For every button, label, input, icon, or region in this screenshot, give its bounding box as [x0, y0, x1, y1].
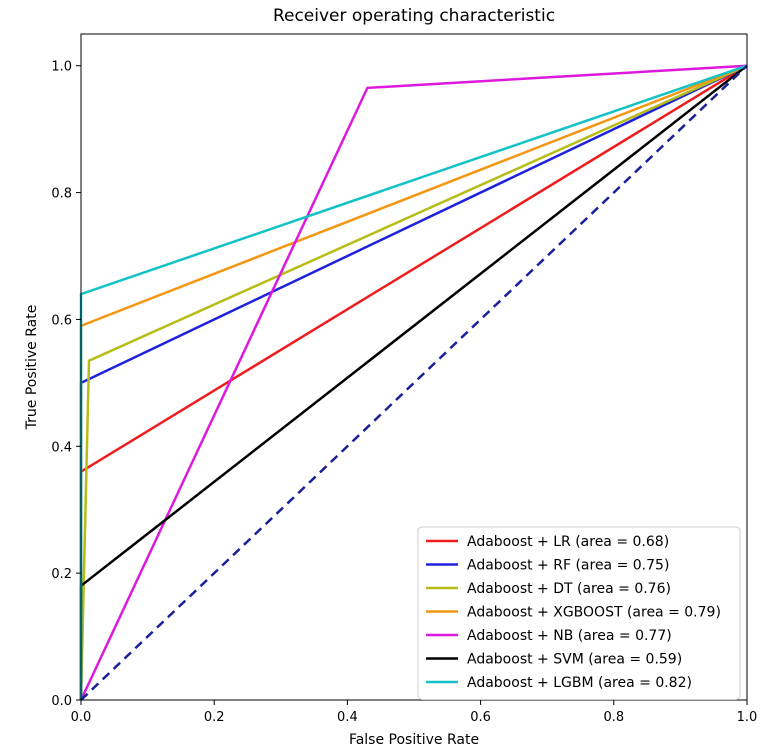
y-tick-label: 0.0	[51, 694, 72, 709]
y-tick-label: 0.8	[51, 187, 72, 202]
x-axis-ticks: 0.0 0.2 0.4 0.6 0.8 1.0	[71, 700, 758, 725]
y-tick-label: 0.4	[51, 440, 72, 455]
x-tick-label: 1.0	[737, 710, 758, 725]
legend: Adaboost + LR (area = 0.68) Adaboost + RF…	[417, 526, 741, 700]
y-axis-ticks: 0.0 0.2 0.4 0.6 0.8 1.0	[51, 60, 81, 709]
legend-label: Adaboost + RF (area = 0.75)	[467, 558, 669, 574]
x-tick-label: 0.8	[603, 710, 624, 725]
legend-label: Adaboost + NB (area = 0.77)	[467, 628, 672, 644]
x-tick-label: 0.6	[470, 710, 491, 725]
y-axis-label: True Positive Rate	[24, 305, 40, 431]
x-tick-label: 0.0	[71, 710, 92, 725]
chart-title: Receiver operating characteristic	[273, 6, 555, 26]
series-line-2	[79, 64, 748, 701]
y-tick-label: 1.0	[51, 60, 72, 75]
y-tick-label: 0.2	[51, 567, 72, 582]
legend-label: Adaboost + LR (area = 0.68)	[467, 534, 669, 550]
legend-label: Adaboost + SVM (area = 0.59)	[467, 652, 682, 668]
legend-box	[417, 526, 741, 700]
legend-label: Adaboost + DT (area = 0.76)	[467, 581, 671, 597]
legend-label: Adaboost + LGBM (area = 0.82)	[467, 675, 692, 691]
y-tick-label: 0.6	[51, 313, 72, 328]
x-tick-label: 0.4	[337, 710, 358, 725]
x-axis-label: False Positive Rate	[349, 732, 479, 747]
x-tick-label: 0.2	[204, 710, 225, 725]
series-line-4	[79, 64, 748, 701]
plot-frame	[80, 33, 748, 701]
legend-label: Adaboost + XGBOOST (area = 0.79)	[467, 605, 721, 621]
reference-diagonal-line	[80, 64, 748, 701]
